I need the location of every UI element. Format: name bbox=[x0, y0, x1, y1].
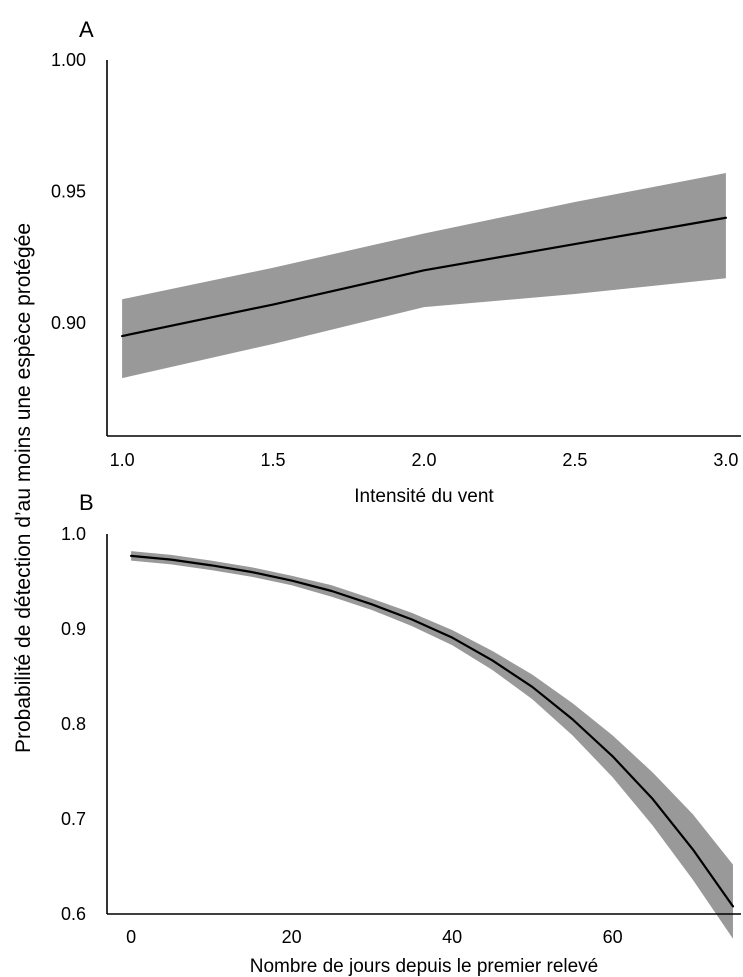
panel-b-y-tick-label: 0.7 bbox=[61, 809, 86, 829]
panel-b-confidence-band bbox=[131, 551, 733, 939]
panel-b-x-tick-label: 40 bbox=[442, 927, 462, 947]
panel-b: 0 20 40 60 0.6 0.7 0.8 0.9 1.0 Nombre de jours de… bbox=[61, 524, 741, 977]
shared-y-axis-label: Probabilité de détection d’au moins une … bbox=[12, 223, 35, 753]
panel-a-x-tick-label: 1.0 bbox=[110, 450, 135, 470]
panel-b-x-tick-label: 0 bbox=[126, 927, 136, 947]
panel-a-y-tick-label: 0.95 bbox=[51, 181, 86, 201]
panel-a-confidence-band bbox=[122, 173, 726, 379]
panel-a-x-tick-label: 2.0 bbox=[411, 450, 436, 470]
panel-a-x-axis-title: Intensité du vent bbox=[354, 486, 494, 507]
panel-a-fitted-line bbox=[121, 216, 727, 338]
panel-letter-a: A bbox=[79, 17, 94, 42]
panel-b-y-tick-label: 1.0 bbox=[61, 524, 86, 544]
panel-a-x-tick-label: 3.0 bbox=[713, 450, 738, 470]
panel-b-x-tick-label: 20 bbox=[282, 927, 302, 947]
panel-a-y-tick-label: 1.00 bbox=[51, 50, 86, 70]
panel-a-x-tick-label: 1.5 bbox=[261, 450, 286, 470]
panel-b-x-tick-label: 60 bbox=[603, 927, 623, 947]
panel-b-y-tick-label: 0.8 bbox=[61, 714, 86, 734]
panel-b-x-axis-title: Nombre de jours depuis le premier relevé bbox=[250, 956, 599, 977]
panel-letter-b: B bbox=[79, 490, 94, 515]
panel-a-y-tick-label: 0.90 bbox=[51, 313, 86, 333]
panel-b-y-tick-label: 0.9 bbox=[61, 619, 86, 639]
panel-a: 1.0 1.5 2.0 2.5 3.0 0.90 0.95 1.00 Intensité du … bbox=[51, 50, 741, 507]
panel-a-x-tick-label: 2.5 bbox=[562, 450, 587, 470]
panel-b-fitted-line bbox=[129, 554, 735, 908]
panel-b-y-tick-label: 0.6 bbox=[61, 904, 86, 924]
